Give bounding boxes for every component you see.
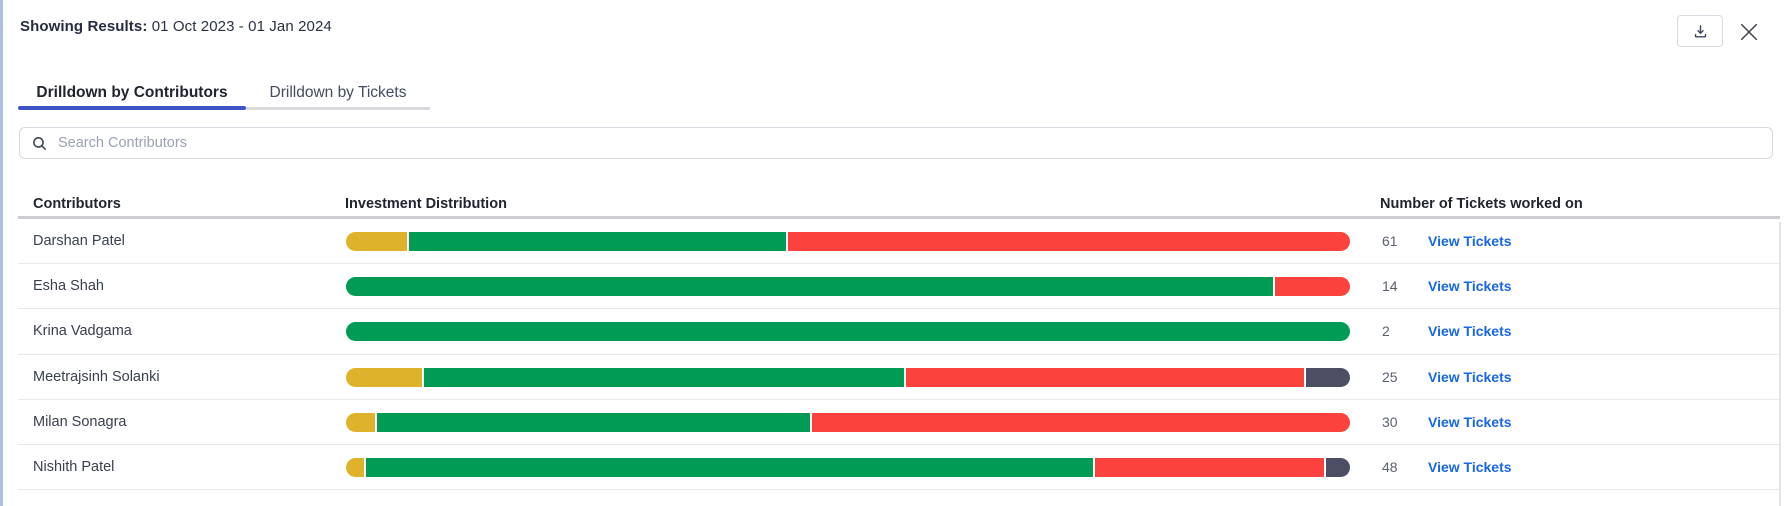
- view-tickets-link[interactable]: View Tickets: [1428, 323, 1512, 340]
- investment-segment-yellow: [346, 367, 425, 387]
- investment-bar: [346, 232, 1350, 251]
- ticket-count: 25: [1382, 368, 1398, 385]
- investment-bar: [346, 367, 1350, 387]
- ticket-count: 61: [1382, 233, 1398, 250]
- download-button[interactable]: [1677, 15, 1723, 47]
- close-button[interactable]: [1736, 19, 1762, 45]
- tab-drilldown-by-tickets[interactable]: Drilldown by Tickets: [269, 84, 407, 101]
- investment-segment-green: [346, 322, 1350, 342]
- ticket-count: 14: [1382, 278, 1398, 295]
- table-row: Meetrajsinh Solanki 25 View Tickets: [18, 355, 1780, 400]
- investment-segment-green: [424, 367, 907, 387]
- table-row: Darshan Patel 61 View Tickets: [18, 219, 1780, 265]
- tab-drilldown-by-contributors[interactable]: Drilldown by Contributors: [36, 84, 228, 101]
- investment-segment-green: [346, 277, 1275, 297]
- showing-results-text: Showing Results: 01 Oct 2023 - 01 Jan 20…: [20, 18, 332, 35]
- investment-bar: [346, 322, 1350, 342]
- showing-results-value: 01 Oct 2023 - 01 Jan 2024: [147, 18, 332, 35]
- view-tickets-link[interactable]: View Tickets: [1428, 413, 1512, 430]
- close-icon: [1738, 21, 1760, 43]
- column-header-investment-distribution: Investment Distribution: [345, 196, 507, 212]
- contributor-name: Krina Vadgama: [33, 323, 132, 340]
- view-tickets-link[interactable]: View Tickets: [1428, 368, 1512, 385]
- search-icon: [33, 136, 46, 150]
- table-scrollbar[interactable]: [1779, 222, 1781, 506]
- view-tickets-link[interactable]: View Tickets: [1428, 233, 1512, 250]
- investment-segment-dark: [1305, 367, 1350, 387]
- contributor-name: Meetrajsinh Solanki: [33, 368, 160, 385]
- investment-bar: [346, 277, 1350, 297]
- column-header-number-of-tickets: Number of Tickets worked on: [1380, 196, 1583, 212]
- investment-segment-red: [906, 367, 1306, 387]
- investment-segment-red: [1094, 457, 1326, 477]
- investment-segment-red: [811, 412, 1350, 432]
- tab-underline-track: [246, 107, 430, 110]
- ticket-count: 48: [1382, 459, 1398, 476]
- investment-segment-yellow: [346, 457, 367, 477]
- search-input[interactable]: [48, 135, 1772, 151]
- table-row: Esha Shah 14 View Tickets: [18, 264, 1780, 310]
- view-tickets-link[interactable]: View Tickets: [1428, 278, 1512, 295]
- panel-left-edge: [0, 0, 3, 506]
- investment-segment-red: [1274, 277, 1350, 297]
- contributor-name: Milan Sonagra: [33, 413, 127, 430]
- download-icon: [1692, 23, 1709, 40]
- table-rows: Darshan Patel 61 View Tickets Esha Shah …: [18, 219, 1780, 491]
- contributor-name: Darshan Patel: [33, 233, 125, 250]
- ticket-count: 2: [1382, 323, 1390, 340]
- showing-results-label: Showing Results:: [20, 18, 148, 35]
- ticket-count: 30: [1382, 413, 1398, 430]
- investment-segment-red: [787, 232, 1350, 251]
- table-header-divider: [18, 216, 1780, 219]
- contributor-name: Esha Shah: [33, 278, 104, 295]
- investment-segment-yellow: [346, 232, 410, 251]
- investment-segment-green: [377, 412, 812, 432]
- column-header-contributors: Contributors: [33, 196, 121, 212]
- view-tickets-link[interactable]: View Tickets: [1428, 459, 1512, 476]
- table-row: Krina Vadgama 2 View Tickets: [18, 309, 1780, 355]
- table-row: Nishith Patel 48 View Tickets: [18, 445, 1780, 491]
- contributor-name: Nishith Patel: [33, 459, 115, 476]
- investment-segment-green: [409, 232, 788, 251]
- table-row: Milan Sonagra 30 View Tickets: [18, 400, 1780, 445]
- investment-bar: [346, 412, 1350, 432]
- investment-segment-yellow: [346, 412, 378, 432]
- investment-segment-green: [366, 457, 1095, 477]
- investment-segment-dark: [1325, 457, 1350, 477]
- search-box: [19, 127, 1773, 159]
- active-tab-indicator: [18, 106, 246, 110]
- investment-bar: [346, 457, 1350, 477]
